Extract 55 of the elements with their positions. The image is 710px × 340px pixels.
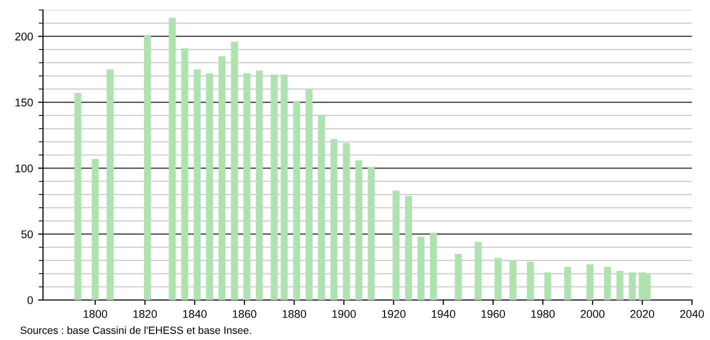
- bar: [194, 69, 201, 300]
- bar: [270, 74, 278, 300]
- x-tick-label: 1800: [84, 310, 108, 318]
- bar: [330, 139, 338, 300]
- y-tick-label: 150: [16, 98, 33, 106]
- bar: [392, 190, 400, 300]
- bar: [181, 48, 188, 300]
- bar: [92, 158, 99, 300]
- x-tick-label: 1960: [482, 310, 505, 318]
- x-tick-label: 1920: [382, 310, 406, 318]
- bar: [168, 18, 176, 300]
- bar: [564, 267, 572, 300]
- x-tick-label: 1940: [432, 310, 456, 318]
- x-tick-label: 2040: [680, 310, 704, 318]
- bar: [586, 264, 594, 300]
- y-tick-label: 50: [21, 230, 33, 238]
- bar: [306, 89, 313, 300]
- bar: [628, 272, 636, 300]
- bar: [74, 93, 82, 300]
- y-tick-label: 100: [16, 164, 33, 172]
- bar: [256, 70, 263, 300]
- bar: [616, 271, 624, 300]
- bar: [604, 267, 611, 300]
- bar: [454, 254, 462, 300]
- bar: [218, 56, 226, 300]
- bar: [474, 242, 482, 300]
- x-tick-label: 1980: [531, 310, 555, 318]
- bar: [494, 258, 502, 300]
- bar: [342, 143, 350, 300]
- bar: [230, 42, 238, 300]
- bar: [293, 100, 300, 300]
- bar: [509, 260, 516, 300]
- source-note: Sources : base Cassini de l'EHESS et base Insee.: [20, 326, 251, 334]
- x-tick-label: 1880: [282, 310, 306, 318]
- y-tick-label: 0: [28, 296, 33, 304]
- bar: [144, 35, 151, 300]
- bar: [526, 262, 534, 300]
- bar: [368, 166, 375, 300]
- bar: [417, 236, 424, 300]
- y-tick-label: 200: [15, 32, 33, 40]
- x-tick-label: 1900: [332, 310, 356, 318]
- bar: [405, 196, 412, 300]
- bar: [355, 160, 362, 300]
- bar: [318, 115, 325, 300]
- x-tick-label: 2000: [580, 310, 604, 318]
- x-tick-label: 1860: [232, 310, 256, 318]
- bar: [430, 232, 437, 300]
- x-tick-label: 1820: [133, 310, 157, 318]
- bar: [280, 74, 288, 300]
- bar: [243, 73, 250, 300]
- bar: [106, 69, 114, 300]
- x-tick-label: 1840: [183, 310, 207, 318]
- x-tick-label: 2020: [630, 310, 654, 318]
- bar: [544, 272, 552, 300]
- bar: [206, 73, 214, 300]
